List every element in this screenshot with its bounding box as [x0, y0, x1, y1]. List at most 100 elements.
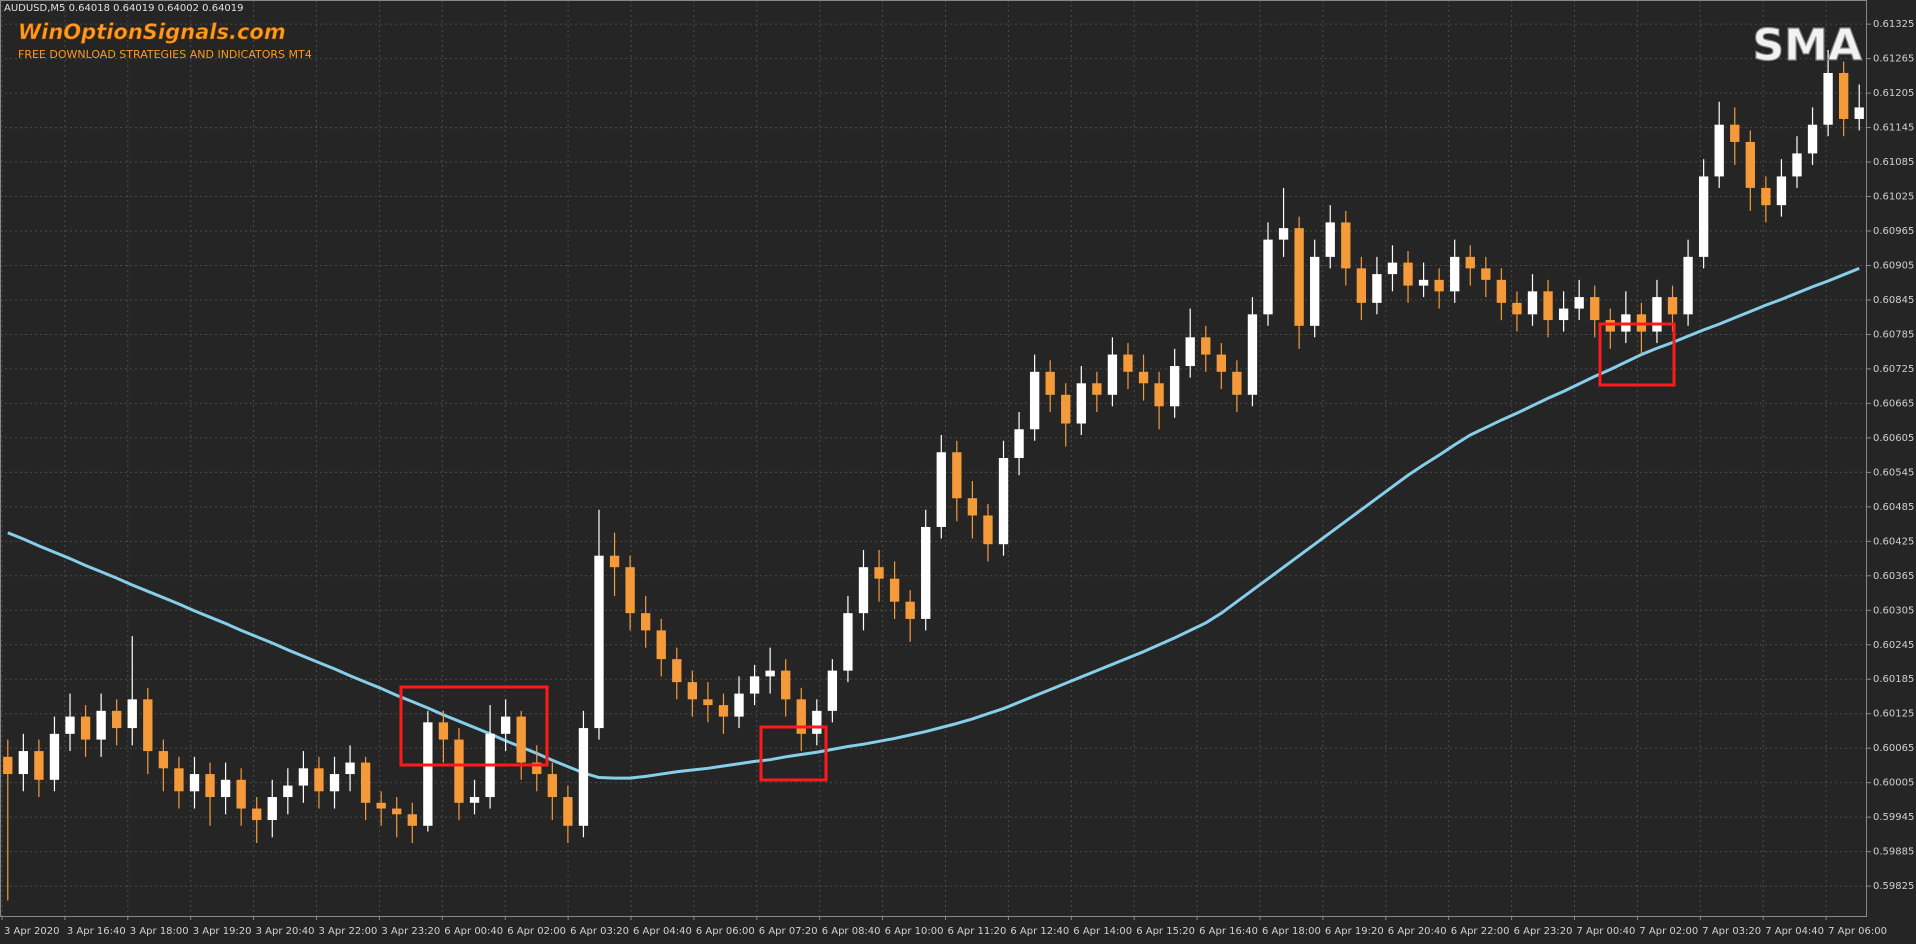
candle-body — [874, 567, 884, 579]
x-tick-label: 6 Apr 07:20 — [759, 926, 818, 937]
candle-body — [1123, 354, 1133, 372]
candle-body — [392, 808, 402, 815]
x-tick-label: 6 Apr 18:00 — [1262, 926, 1321, 937]
y-tick-label: 0.60065 — [1873, 743, 1914, 754]
candle-body — [1652, 297, 1662, 332]
candle-body — [1247, 314, 1258, 395]
candle-body — [625, 567, 635, 614]
sma-line — [7, 266, 1860, 780]
candle-body — [1138, 371, 1149, 384]
candle-body — [781, 670, 791, 700]
candle-body — [252, 808, 262, 821]
candle-body — [889, 578, 900, 602]
y-tick-label: 0.60005 — [1873, 778, 1914, 789]
candle-body — [905, 601, 915, 619]
candle-body — [283, 785, 293, 798]
y-tick-label: 0.60365 — [1873, 571, 1914, 582]
y-tick-label: 0.59885 — [1873, 847, 1914, 858]
chart-title: AUDUSD,M5 0.64018 0.64019 0.64002 0.6401… — [4, 3, 244, 14]
candle-body — [921, 526, 931, 619]
y-tick-label: 0.60725 — [1873, 364, 1914, 375]
candle-body — [423, 722, 433, 826]
brand: WinOptionSignals.com — [18, 20, 286, 44]
candle-body — [1590, 297, 1600, 321]
highlight-box — [759, 725, 828, 782]
candle-body — [1512, 302, 1522, 315]
candle-body — [1045, 371, 1055, 395]
x-tick-label: 6 Apr 19:20 — [1325, 926, 1384, 937]
candle-body — [1294, 228, 1304, 326]
candle-body — [1232, 371, 1242, 395]
candle-body — [1169, 366, 1180, 407]
x-tick-label: 6 Apr 06:00 — [696, 926, 755, 937]
candle-body — [1698, 176, 1709, 257]
candle-body — [765, 670, 775, 677]
x-tick-label: 6 Apr 23:20 — [1514, 926, 1573, 937]
x-tick-label: 7 Apr 04:40 — [1765, 926, 1824, 937]
candle-body — [1745, 141, 1755, 188]
x-tick-label: 6 Apr 10:00 — [885, 926, 944, 937]
x-tick-label: 3 Apr 16:40 — [67, 926, 126, 937]
candle-body — [1387, 262, 1398, 275]
candle-body — [345, 762, 355, 775]
candle-body — [827, 670, 838, 711]
candle-body — [80, 716, 91, 740]
candle-body — [65, 716, 75, 734]
y-tick-label: 0.59945 — [1873, 812, 1914, 823]
candle-body — [1527, 291, 1538, 315]
y-tick-label: 0.60485 — [1873, 502, 1914, 513]
candle-body — [127, 699, 137, 729]
sma-layer — [7, 266, 1860, 780]
candle-body — [672, 659, 682, 683]
candle-body — [718, 705, 729, 717]
x-tick-label: 6 Apr 16:40 — [1199, 926, 1258, 937]
candle-body — [1450, 256, 1460, 292]
candle-body — [594, 555, 604, 729]
candle-body — [454, 739, 464, 803]
candle-body — [174, 768, 184, 792]
candle-body — [1154, 383, 1164, 407]
y-tick-label: 0.61145 — [1873, 123, 1914, 134]
candle-body — [1356, 268, 1367, 303]
candle-body — [49, 733, 60, 780]
candle-body — [376, 802, 386, 809]
candle-body — [1107, 354, 1118, 395]
candle-body — [998, 458, 1009, 545]
candle-body — [1823, 72, 1833, 125]
candle-body — [858, 567, 869, 614]
x-tick-label: 3 Apr 19:20 — [193, 926, 252, 937]
candle-body — [205, 774, 215, 798]
candle-body — [96, 710, 106, 740]
candle-body — [687, 682, 698, 700]
y-tick-label: 0.60305 — [1873, 605, 1914, 616]
y-tick-label: 0.61085 — [1873, 157, 1914, 168]
candle-body — [1434, 279, 1444, 292]
candle-body — [1776, 176, 1787, 206]
y-tick-label: 0.60245 — [1873, 640, 1914, 651]
y-tick-label: 0.60125 — [1873, 709, 1914, 720]
x-tick-label: 6 Apr 12:40 — [1010, 926, 1069, 937]
candle-body — [1558, 308, 1569, 321]
x-tick-label: 3 Apr 2020 — [4, 926, 59, 937]
candle-body — [220, 779, 231, 798]
candle-body — [1076, 383, 1086, 424]
y-tick-label: 0.60605 — [1873, 433, 1914, 444]
candle-body — [1667, 297, 1678, 315]
x-tick-label: 3 Apr 18:00 — [130, 926, 189, 937]
candle-body — [967, 498, 978, 516]
candle-body — [1014, 429, 1024, 458]
candle-body — [983, 515, 993, 545]
candle-body — [1683, 256, 1693, 315]
candle-body — [1496, 279, 1507, 303]
candle-body — [329, 774, 340, 792]
x-tick-label: 7 Apr 02:00 — [1639, 926, 1698, 937]
y-tick-label: 0.61025 — [1873, 192, 1914, 203]
candle-body — [158, 751, 169, 769]
candle-body — [1543, 291, 1553, 321]
candle-body — [843, 613, 853, 671]
x-tick-label: 3 Apr 22:00 — [319, 926, 378, 937]
y-tick-label: 0.60185 — [1873, 674, 1914, 685]
candle-body — [641, 613, 651, 631]
